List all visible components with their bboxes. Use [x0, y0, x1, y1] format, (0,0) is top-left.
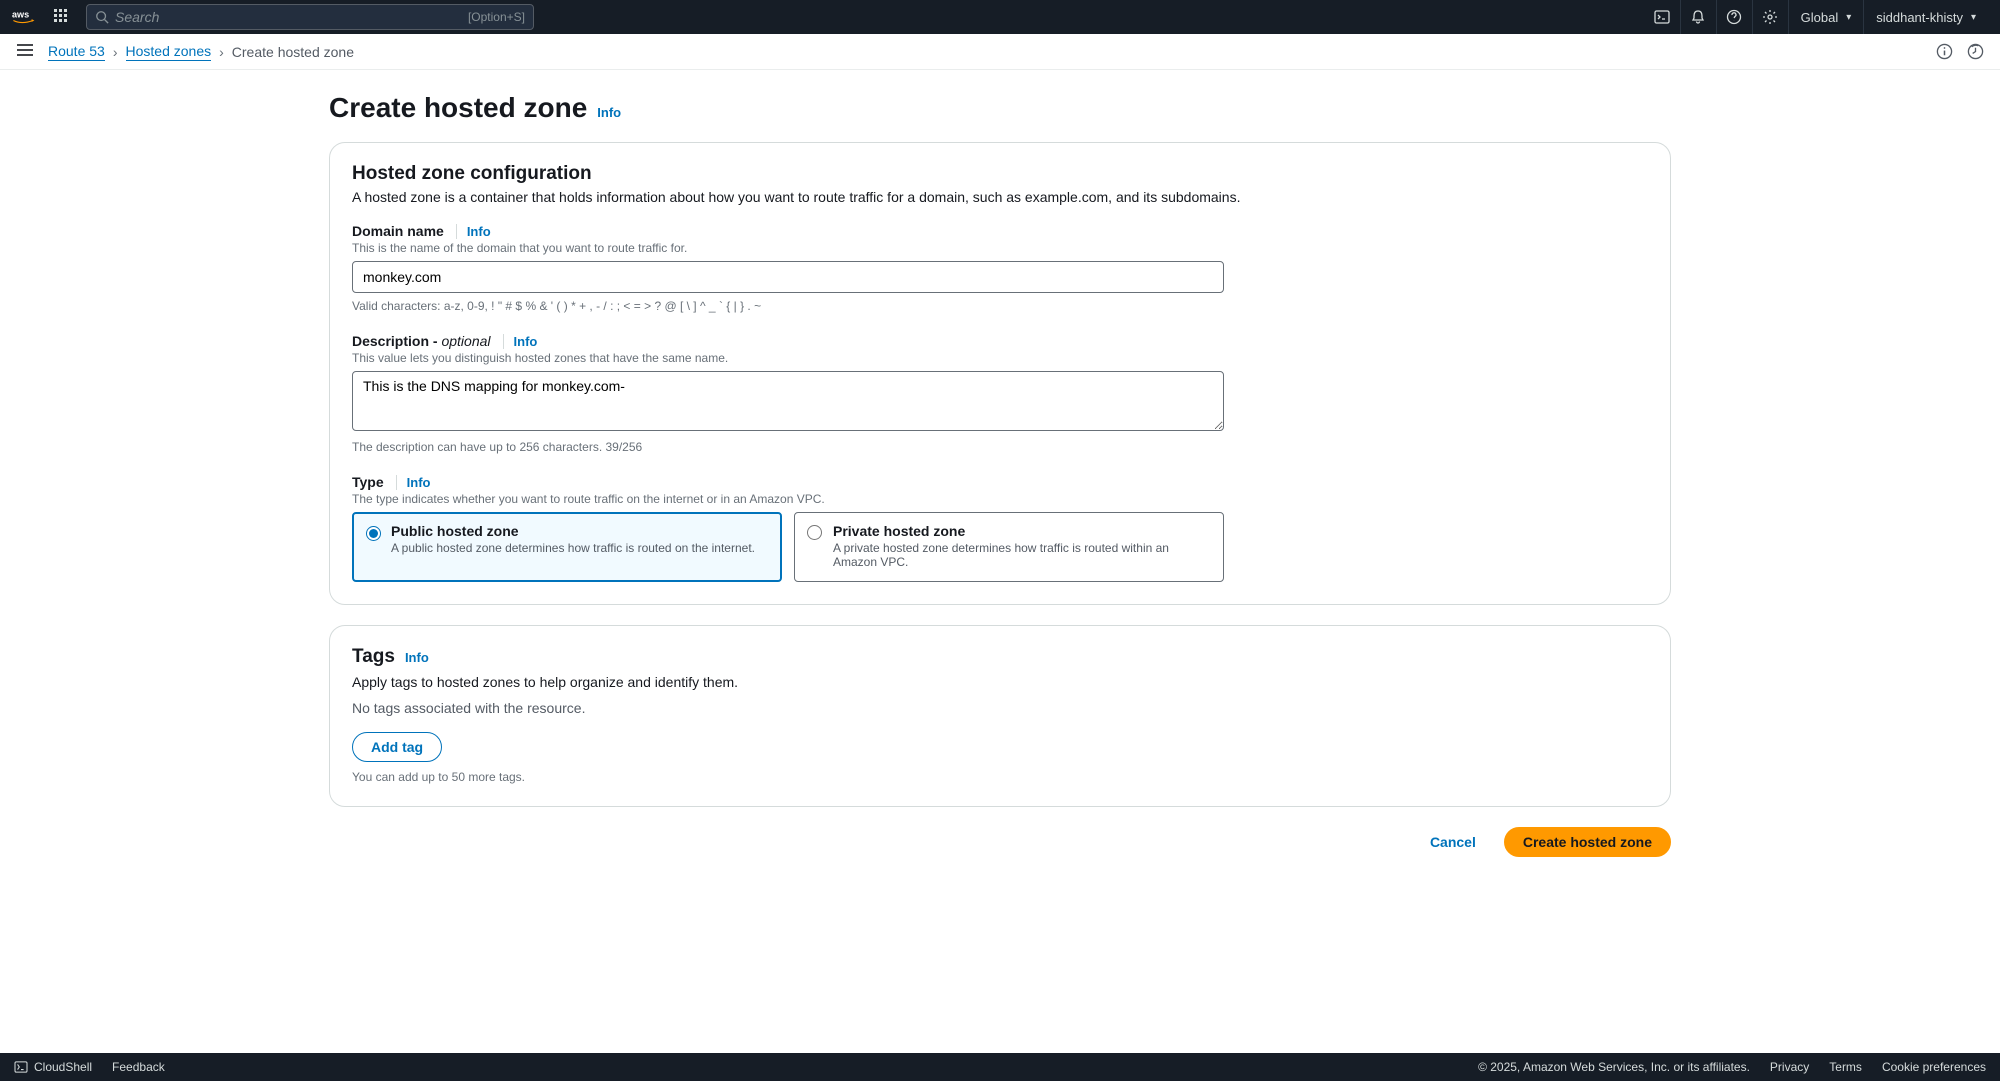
aws-logo[interactable]: aws	[12, 8, 40, 26]
footer: CloudShell Feedback © 2025, Amazon Web S…	[0, 1053, 2000, 1081]
description-help: The description can have up to 256 chara…	[352, 440, 1648, 454]
description-field: Description - optional Info This value l…	[352, 333, 1648, 454]
chevron-right-icon: ›	[219, 44, 224, 60]
reset-icon[interactable]	[1967, 43, 1984, 60]
config-panel: Hosted zone configuration A hosted zone …	[329, 142, 1671, 605]
chevron-right-icon: ›	[113, 44, 118, 60]
description-label: Description - optional	[352, 333, 491, 349]
breadcrumb-parent[interactable]: Hosted zones	[126, 43, 212, 61]
page-title: Create hosted zone	[329, 92, 587, 124]
top-nav: aws Search [Option+S] Global siddhant-kh…	[0, 0, 2000, 34]
tags-title: Tags	[352, 646, 395, 668]
search-input[interactable]: Search [Option+S]	[86, 4, 534, 30]
type-hint: The type indicates whether you want to r…	[352, 492, 1648, 506]
footer-privacy[interactable]: Privacy	[1770, 1060, 1809, 1074]
apps-menu-icon[interactable]	[54, 9, 70, 25]
svg-text:aws: aws	[12, 10, 29, 20]
description-info-link[interactable]: Info	[503, 334, 538, 349]
domain-field: Domain name Info This is the name of the…	[352, 223, 1648, 313]
type-private-card[interactable]: Private hosted zone A private hosted zon…	[794, 512, 1224, 582]
type-private-title: Private hosted zone	[833, 523, 1211, 539]
domain-help: Valid characters: a-z, 0-9, ! " # $ % & …	[352, 299, 1648, 313]
user-menu[interactable]: siddhant-khisty	[1863, 0, 1988, 34]
domain-input[interactable]	[352, 261, 1224, 293]
footer-cloudshell[interactable]: CloudShell	[14, 1060, 92, 1074]
config-title: Hosted zone configuration	[352, 163, 1648, 185]
page-info-link[interactable]: Info	[597, 105, 621, 120]
search-placeholder: Search	[115, 9, 159, 25]
region-selector[interactable]: Global	[1788, 0, 1864, 34]
main-content: Create hosted zone Info Hosted zone conf…	[319, 70, 1681, 897]
breadcrumb: Route 53 › Hosted zones › Create hosted …	[48, 43, 354, 61]
type-info-link[interactable]: Info	[396, 475, 431, 490]
type-field: Type Info The type indicates whether you…	[352, 474, 1648, 582]
search-shortcut: [Option+S]	[468, 10, 525, 24]
type-public-title: Public hosted zone	[391, 523, 769, 539]
description-input[interactable]	[352, 371, 1224, 431]
config-desc: A hosted zone is a container that holds …	[352, 189, 1648, 205]
type-private-desc: A private hosted zone determines how tra…	[833, 541, 1211, 569]
type-public-desc: A public hosted zone determines how traf…	[391, 541, 769, 555]
help-icon[interactable]	[1716, 0, 1752, 34]
type-public-radio[interactable]	[366, 526, 381, 541]
info-icon[interactable]	[1936, 43, 1953, 60]
footer-copyright: © 2025, Amazon Web Services, Inc. or its…	[1478, 1060, 1750, 1074]
footer-cookies[interactable]: Cookie preferences	[1882, 1060, 1986, 1074]
add-tag-button[interactable]: Add tag	[352, 732, 442, 762]
footer-terms[interactable]: Terms	[1829, 1060, 1862, 1074]
breadcrumb-service[interactable]: Route 53	[48, 43, 105, 61]
type-public-card[interactable]: Public hosted zone A public hosted zone …	[352, 512, 782, 582]
notifications-icon[interactable]	[1680, 0, 1716, 34]
hamburger-icon[interactable]	[16, 43, 34, 60]
footer-feedback[interactable]: Feedback	[112, 1060, 165, 1074]
type-private-radio[interactable]	[807, 525, 822, 540]
breadcrumb-bar: Route 53 › Hosted zones › Create hosted …	[0, 34, 2000, 70]
tags-limit: You can add up to 50 more tags.	[352, 770, 1648, 784]
domain-info-link[interactable]: Info	[456, 224, 491, 239]
settings-icon[interactable]	[1752, 0, 1788, 34]
tags-empty: No tags associated with the resource.	[352, 700, 1648, 716]
tags-info-link[interactable]: Info	[405, 650, 429, 665]
tags-panel: Tags Info Apply tags to hosted zones to …	[329, 625, 1671, 807]
domain-label: Domain name	[352, 223, 444, 239]
create-button[interactable]: Create hosted zone	[1504, 827, 1671, 857]
type-label: Type	[352, 474, 384, 490]
domain-hint: This is the name of the domain that you …	[352, 241, 1648, 255]
description-hint: This value lets you distinguish hosted z…	[352, 351, 1648, 365]
breadcrumb-current: Create hosted zone	[232, 44, 354, 60]
tags-desc: Apply tags to hosted zones to help organ…	[352, 674, 1648, 690]
action-row: Cancel Create hosted zone	[329, 827, 1671, 857]
cancel-button[interactable]: Cancel	[1412, 827, 1494, 857]
cloudshell-icon[interactable]	[1644, 0, 1680, 34]
